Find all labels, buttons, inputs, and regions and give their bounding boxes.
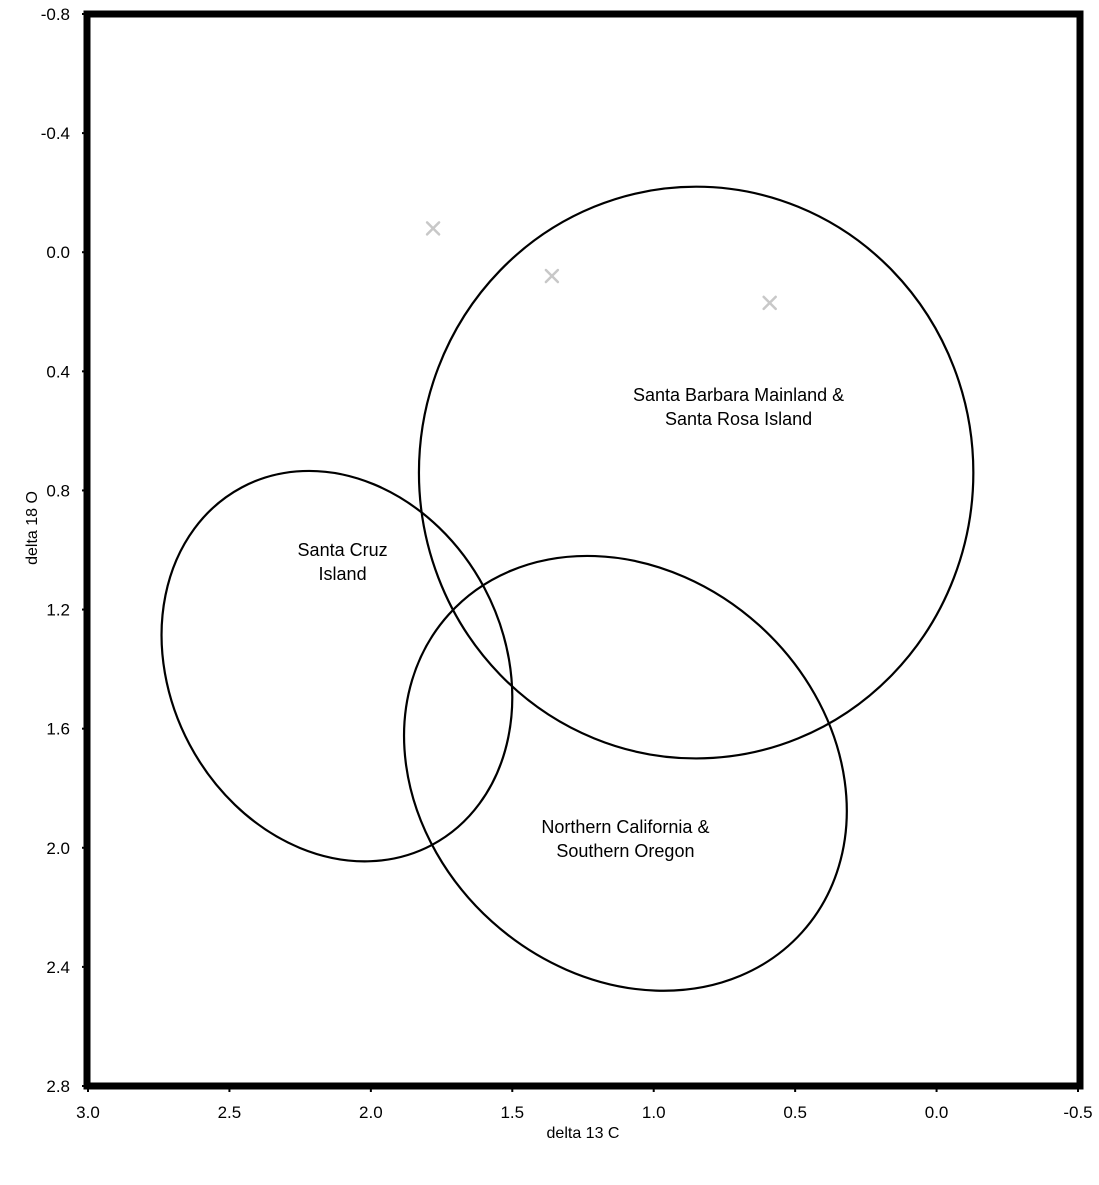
data-point-2 [762,295,777,311]
y-tick-label-0: -0.8 [41,5,70,24]
region-label-1-line-1: Island [319,564,367,584]
x-tick-label-2: 2.0 [359,1103,383,1122]
region-label-2: Northern California & Southern Oregon [541,817,709,861]
x-tick-label-6: 0.0 [925,1103,949,1122]
region-label-0: Santa Barbara Mainland & Santa Rosa Islan… [633,385,844,429]
region-labels-layer: Santa Barbara Mainland & Santa Rosa Islan… [298,385,845,861]
x-tick-label-1: 2.5 [218,1103,242,1122]
y-tick-label-7: 2.0 [46,839,70,858]
x-tick-label-5: 0.5 [783,1103,807,1122]
y-tick-label-1: -0.4 [41,124,70,143]
x-tick-label-7: -0.5 [1063,1103,1092,1122]
x-axis-ticks: 3.0 2.5 2.0 1.5 1.0 0.5 0.0 -0.5 [76,1086,1093,1122]
region-label-0-line-1: Santa Rosa Island [665,409,812,429]
plot-frame [83,10,1084,1090]
region-label-2-line-1: Southern Oregon [556,841,694,861]
y-axis-ticks: -0.8 -0.4 0.0 0.4 0.8 1.2 1.6 2.0 2.4 2.8 [41,5,88,1096]
y-tick-label-2: 0.0 [46,243,70,262]
y-tick-label-3: 0.4 [46,362,70,381]
y-tick-label-5: 1.2 [46,601,70,620]
region-label-1: Santa Cruz Island [298,540,388,584]
x-tick-label-4: 1.0 [642,1103,666,1122]
x-tick-label-3: 1.5 [500,1103,524,1122]
y-axis-title: delta 18 O [24,491,41,565]
marker-stroke-b [425,221,441,236]
region-label-2-line-0: Northern California & [541,817,709,837]
marker-stroke-b [762,295,777,311]
region-ellipse-2 [402,554,848,992]
region-ellipse-1 [160,469,514,863]
marker-stroke-b [544,268,560,284]
data-point-1 [544,268,560,284]
region-label-0-line-0: Santa Barbara Mainland & [633,385,844,405]
y-tick-label-8: 2.4 [46,958,70,977]
x-axis-title: delta 13 C [547,1125,620,1142]
regions-layer [160,185,975,992]
data-point-0 [425,221,441,236]
region-label-1-line-0: Santa Cruz [298,540,388,560]
markers-layer [425,221,777,311]
x-tick-label-0: 3.0 [76,1103,100,1122]
region-ellipse-0 [417,185,975,760]
y-tick-label-6: 1.6 [46,720,70,739]
y-tick-label-9: 2.8 [46,1077,70,1096]
y-tick-label-4: 0.8 [46,481,70,500]
